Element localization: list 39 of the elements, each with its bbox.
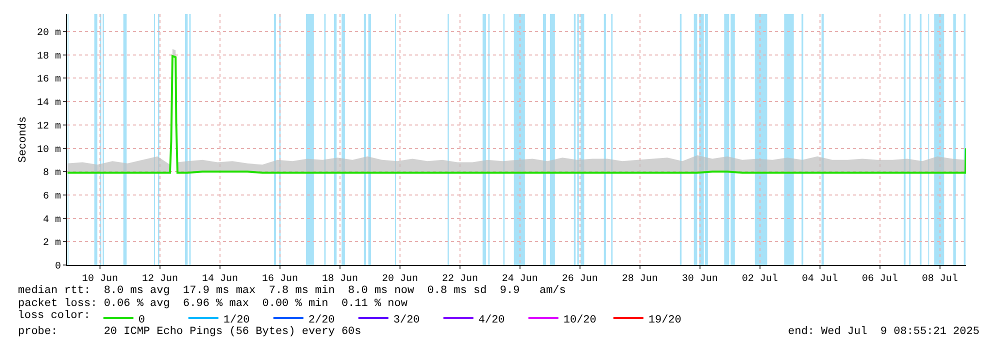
x-tick-label: 14 Jun (202, 274, 238, 285)
text: probe: 20 ICMP Echo Pings (56 Bytes) every 60s (18, 326, 362, 338)
y-tick-label: 2 m (42, 238, 61, 250)
y-tick-label: 4 m (42, 214, 61, 226)
y-tick-label: 18 m (36, 51, 61, 62)
x-tick-label: 04 Jul (802, 273, 838, 285)
legend-label: 0 (138, 314, 145, 326)
text: end: Wed Jul 9 08:55:21 2025 (788, 326, 980, 338)
y-tick-label: 10 m (36, 144, 61, 156)
x-tick-label: 08 Jul (922, 273, 958, 285)
x-tick-label: 24 Jun (502, 274, 538, 285)
legend-label: 1/20 (223, 314, 250, 326)
x-tick-label: 16 Jun (262, 274, 298, 285)
x-tick-label: 26 Jun (562, 274, 598, 285)
x-tick-label: 12 Jun (142, 274, 178, 285)
text: packet loss: 0.06 % avg 6.96 % max 0.00 % min 0.11 % now (18, 298, 408, 310)
x-tick-label: 10 Jun (82, 274, 118, 285)
legend-label: 3/20 (393, 314, 420, 326)
text: median rtt: 8.0 ms avg 17.9 ms max 7.8 ms min 8.0 ms now 0.8 ms sd 9.9 am/s (18, 285, 566, 297)
y-tick-label: 14 m (36, 98, 61, 110)
legend-label: 4/20 (478, 314, 505, 326)
y-tick-label: 6 m (42, 191, 61, 202)
y-tick-label: 12 m (36, 121, 61, 132)
legend-label: 2/20 (308, 314, 335, 326)
x-tick-label: 02 Jul (742, 273, 778, 285)
x-tick-label: 18 Jun (322, 274, 358, 285)
legend-title: loss color: (18, 310, 90, 322)
y-tick-label: 0 (54, 262, 61, 272)
x-tick-label: 28 Jun (622, 274, 658, 285)
x-tick-label: 06 Jul (862, 273, 898, 285)
legend-label: 10/20 (563, 314, 596, 326)
legend-label: 19/20 (648, 314, 682, 326)
x-tick-label: 30 Jun (682, 274, 718, 285)
y-axis-title: Seconds (18, 116, 30, 163)
y-tick-label: 8 m (42, 168, 61, 180)
x-tick-label: 22 Jun (442, 274, 478, 285)
x-tick-label: 20 Jun (382, 274, 418, 285)
y-tick-label: 20 m (36, 28, 61, 40)
y-tick-label: 16 m (36, 74, 61, 86)
